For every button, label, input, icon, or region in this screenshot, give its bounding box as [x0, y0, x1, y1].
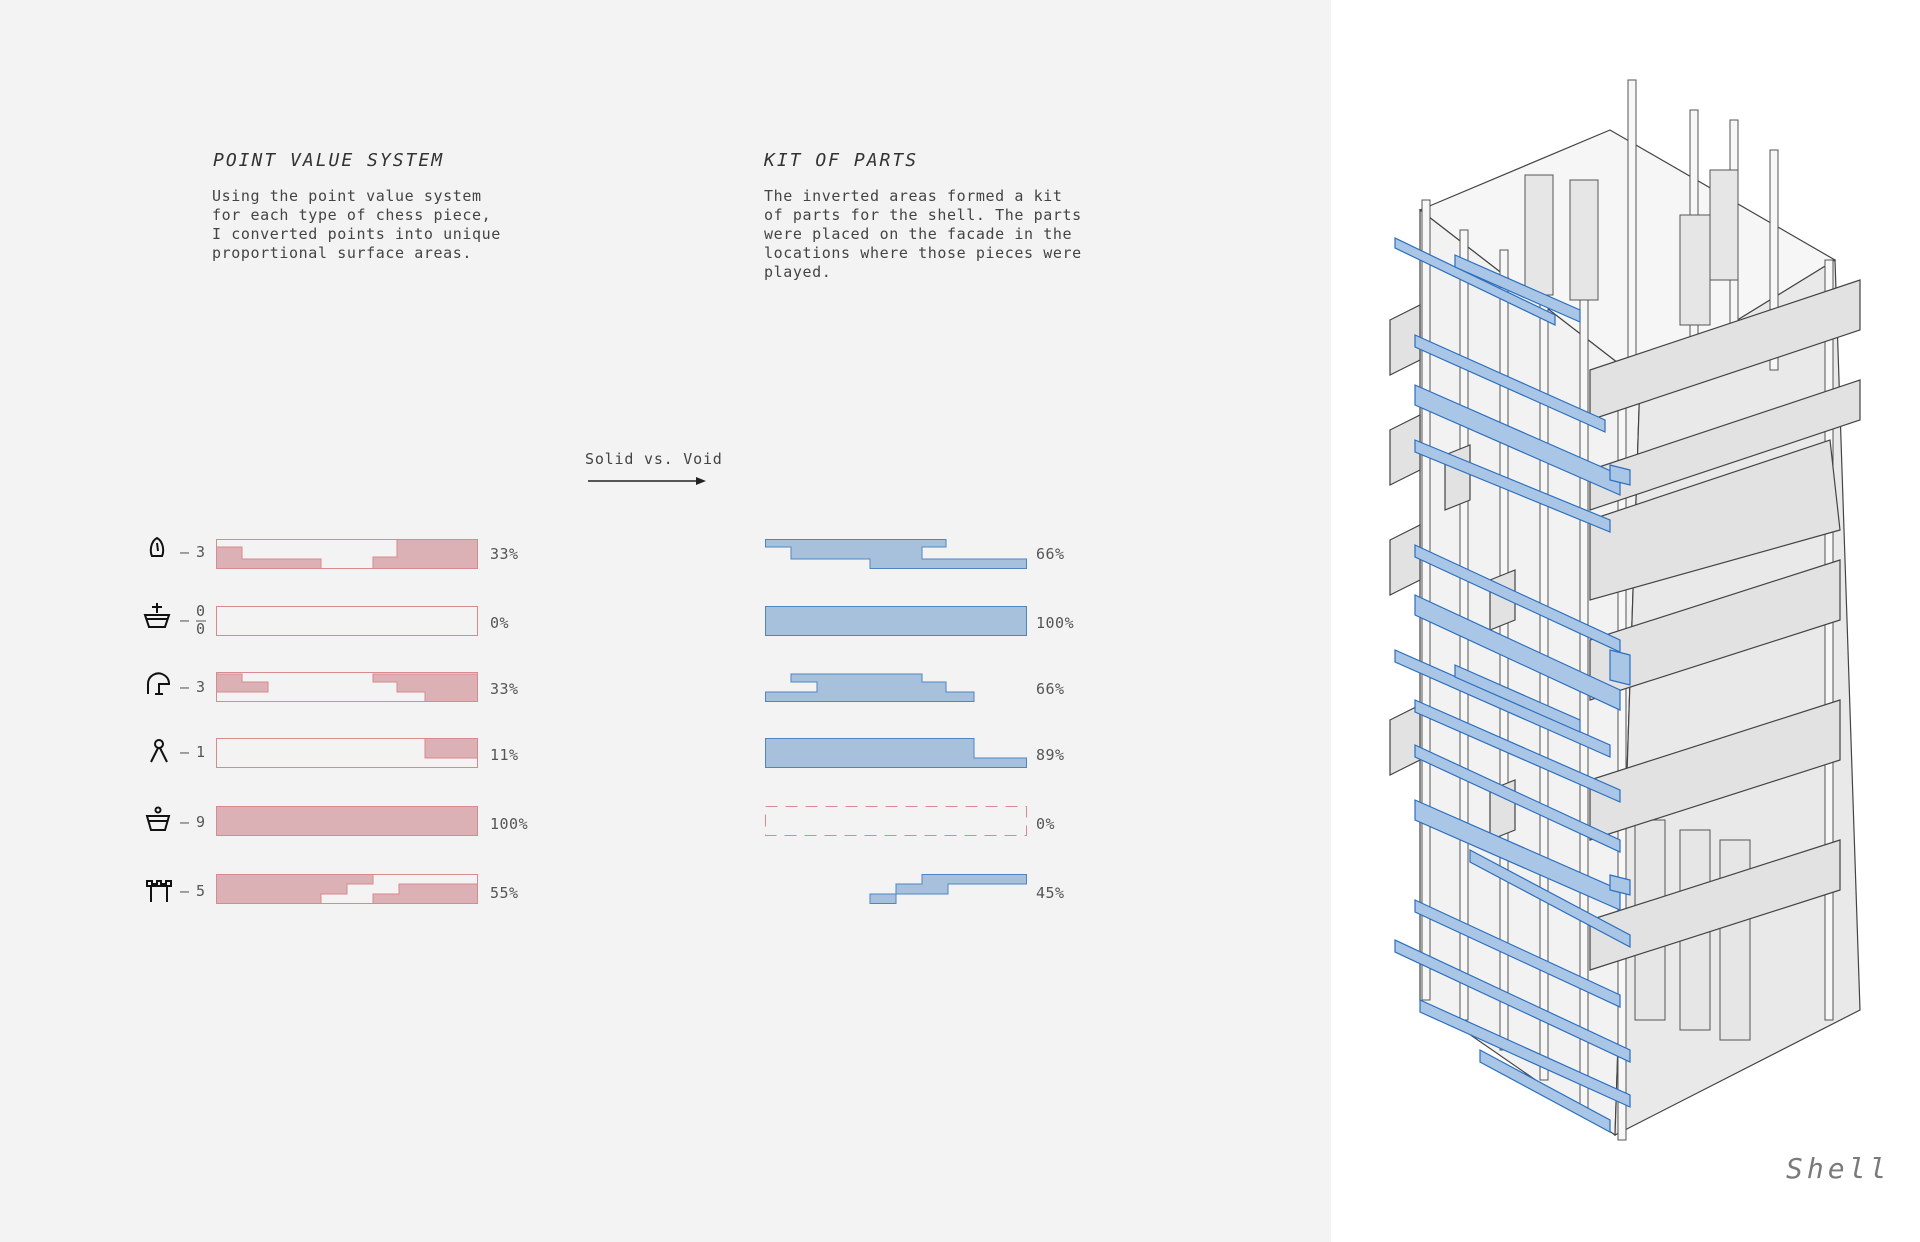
- shell-illustration-panel: Shell: [1331, 0, 1920, 1242]
- row-1-solid-bar: [216, 539, 478, 569]
- row-4-dash: –: [180, 743, 190, 761]
- row-4-solid-bar: [216, 738, 478, 768]
- solid-vs-void-label: Solid vs. Void: [585, 450, 723, 468]
- row-1-solid-pct: 33%: [490, 545, 519, 563]
- rook-icon: [146, 880, 172, 902]
- shell-tower-drawing: [1389, 79, 1861, 1141]
- knight-icon: [147, 672, 171, 695]
- row-6-score: 5: [196, 882, 206, 900]
- row-5-solid-pct: 100%: [490, 815, 529, 833]
- row-4-void-bar: [765, 738, 1027, 768]
- row-4-void-pct: 89%: [1036, 746, 1065, 764]
- point-value-body: Using the point value system for each ty…: [212, 187, 501, 262]
- shell-caption: Shell: [1786, 1152, 1891, 1185]
- row-1-void-bar: [765, 539, 1027, 569]
- row-5-void-pct: 0%: [1036, 815, 1056, 833]
- row-6-solid-pct: 55%: [490, 884, 519, 902]
- row-2-solid-pct: 0%: [490, 614, 510, 632]
- row-4-score: 1: [196, 743, 206, 761]
- row-3-solid-pct: 33%: [490, 680, 519, 698]
- row-5-score: 9: [196, 813, 206, 831]
- row-6-solid-bar: [216, 874, 478, 904]
- row-5-dash: –: [180, 813, 190, 831]
- kit-of-parts-body: The inverted areas formed a kit of parts…: [764, 187, 1082, 281]
- point-value-title: POINT VALUE SYSTEM: [213, 150, 445, 171]
- bishop-icon: [149, 536, 165, 557]
- row-3-solid-bar: [216, 672, 478, 702]
- row-2-void-pct: 100%: [1036, 614, 1075, 632]
- row-2-score-rule: [196, 620, 206, 622]
- row-2-score-bottom: 0: [196, 620, 206, 638]
- diagram-panel: POINT VALUE SYSTEM Using the point value…: [0, 0, 1331, 1242]
- row-3-score: 3: [196, 678, 206, 696]
- arrow-right-icon: [588, 477, 706, 485]
- row-2-solid-bar: [216, 606, 478, 636]
- row-4-solid-pct: 11%: [490, 746, 519, 764]
- row-2-void-bar: [765, 606, 1027, 636]
- row-6-void-pct: 45%: [1036, 884, 1065, 902]
- row-1-score: 3: [196, 543, 206, 561]
- kit-of-parts-title: KIT OF PARTS: [764, 150, 919, 171]
- row-3-void-bar: [765, 673, 975, 702]
- queen-icon: [145, 806, 171, 831]
- king-icon: [143, 603, 171, 628]
- row-5-solid-bar: [216, 806, 478, 836]
- row-5-void-bar: [765, 806, 1027, 836]
- row-3-void-pct: 66%: [1036, 680, 1065, 698]
- row-2-score-top: 0: [196, 602, 206, 620]
- row-6-void-bar: [869, 874, 1027, 904]
- row-2-dash: –: [180, 611, 190, 629]
- row-1-void-pct: 66%: [1036, 545, 1065, 563]
- row-1-dash: –: [180, 543, 190, 561]
- row-3-dash: –: [180, 678, 190, 696]
- row-6-dash: –: [180, 882, 190, 900]
- pawn-icon: [150, 739, 168, 763]
